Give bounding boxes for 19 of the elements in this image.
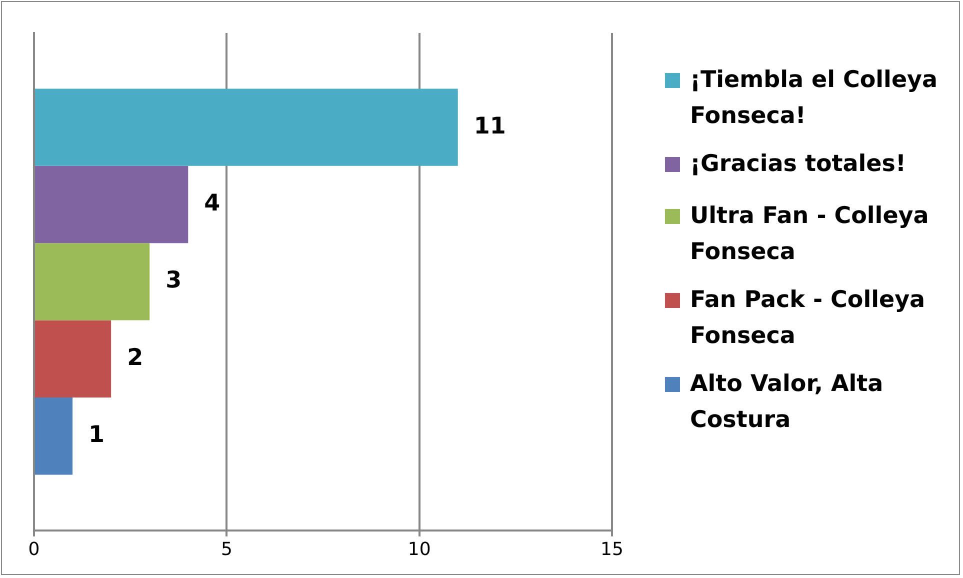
legend-label: ¡Tiembla el Colleya Fonseca! — [690, 66, 939, 131]
data-label: 1 — [88, 422, 105, 448]
legend-label: Ultra Fan - Colleya Fonseca — [690, 202, 930, 267]
bar — [35, 166, 188, 244]
x-tick-label: 15 — [600, 538, 624, 560]
bar — [35, 397, 73, 475]
x-tick-label: 5 — [220, 538, 232, 560]
data-label: 3 — [166, 268, 182, 294]
data-label: 2 — [127, 344, 144, 371]
legend-label: Alto Valor, Alta Costura — [690, 370, 884, 435]
bar — [35, 88, 458, 166]
x-tick-label: 10 — [408, 538, 431, 560]
x-tick-label: 0 — [28, 538, 40, 560]
bar — [35, 320, 112, 398]
data-label: 4 — [204, 190, 220, 216]
legend-label: Fan Pack - Colleya Fonseca — [690, 286, 926, 351]
data-label: 11 — [474, 113, 506, 140]
bar — [35, 243, 150, 320]
legend-label: ¡Gracias totales! — [690, 150, 906, 179]
